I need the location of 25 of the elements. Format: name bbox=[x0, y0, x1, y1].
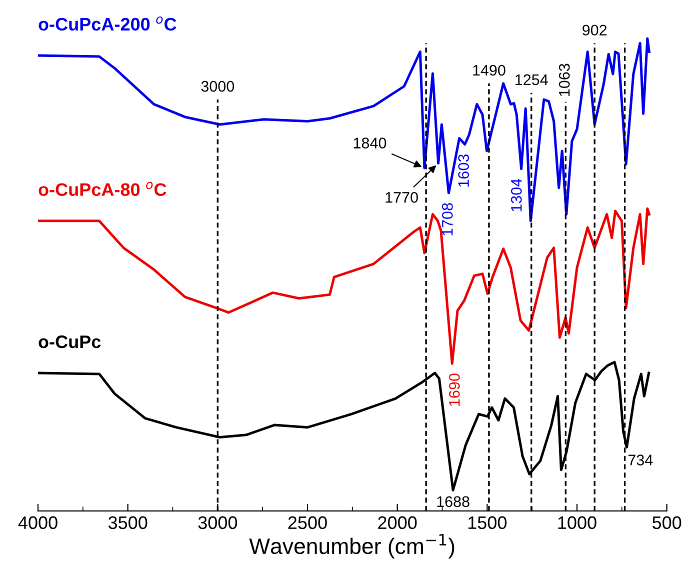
annotation: 1708 bbox=[442, 203, 453, 236]
x-tick-label: 4000 bbox=[18, 516, 58, 530]
ref-line-label: 1063 bbox=[558, 64, 570, 96]
series-label: o-CuPc bbox=[38, 335, 101, 348]
x-axis-title: Wavenumber (cm$^{−1}$) bbox=[249, 534, 454, 558]
x-tick-label: 500 bbox=[652, 516, 682, 530]
series-label: o-CuPcA-200 $^{o}$C bbox=[38, 16, 176, 31]
x-tick-label: 2500 bbox=[288, 516, 327, 530]
x-tick-label: 3000 bbox=[198, 516, 238, 530]
annotation: 1840 bbox=[354, 138, 386, 148]
ref-line-label: 902 bbox=[582, 24, 607, 36]
ref-line-label: 1254 bbox=[516, 74, 548, 86]
annotation: 1603 bbox=[458, 154, 469, 187]
annotation: 1688 bbox=[437, 496, 470, 508]
annotation: 1770 bbox=[386, 192, 418, 203]
series-label: o-CuPcA-80 $^{o}$C bbox=[38, 182, 166, 196]
annotation: 1690 bbox=[448, 374, 460, 406]
annotation: 734 bbox=[628, 454, 653, 466]
ref-line-label: 3000 bbox=[201, 80, 234, 92]
annotation: 1304 bbox=[510, 178, 522, 212]
x-tick-label: 3500 bbox=[108, 516, 148, 530]
x-tick-label: 2000 bbox=[378, 516, 417, 530]
ref-line-label: 1490 bbox=[473, 64, 506, 76]
x-tick-label: 1500 bbox=[468, 516, 507, 530]
x-tick-label: 1000 bbox=[558, 516, 596, 530]
